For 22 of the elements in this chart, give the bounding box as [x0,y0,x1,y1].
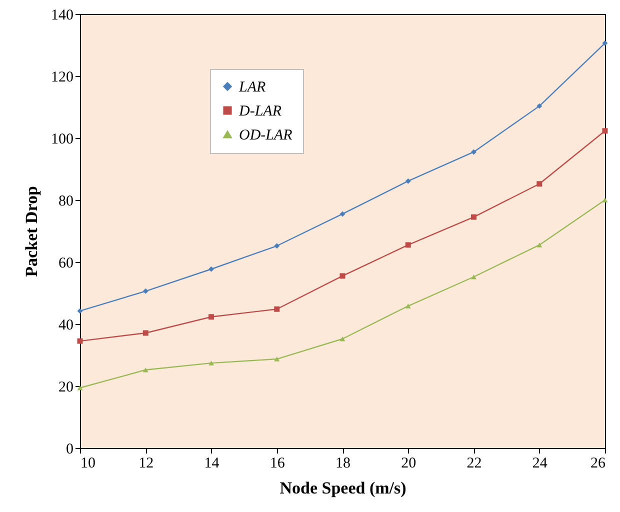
legend-label: OD-LAR [239,128,292,144]
x-tick-label: 26 [590,456,606,472]
y-tick-label: 60 [58,256,74,272]
x-tick-label: 20 [401,456,416,472]
legend-label: LAR [238,80,266,96]
x-tick-label: 10 [80,456,96,472]
y-tick-label: 80 [58,194,74,210]
y-tick-label: 40 [58,318,74,334]
y-tick-label: 20 [58,380,74,396]
x-tick-label: 14 [204,456,220,472]
x-tick-label: 24 [532,456,548,472]
x-tick-label: 12 [138,456,154,472]
legend-label: D-LAR [238,104,282,120]
x-tick-label: 18 [336,456,350,472]
y-tick-label: 140 [51,8,74,24]
x-axis-title: Node Speed (m/s) [280,478,406,498]
x-tick-label: 16 [270,456,286,472]
y-tick-label: 100 [51,132,74,148]
y-tick-label: 120 [51,70,74,86]
y-axis-title: Packet Drop [22,186,41,277]
x-tick-label: 22 [466,456,482,472]
y-tick-label: 0 [66,442,74,458]
